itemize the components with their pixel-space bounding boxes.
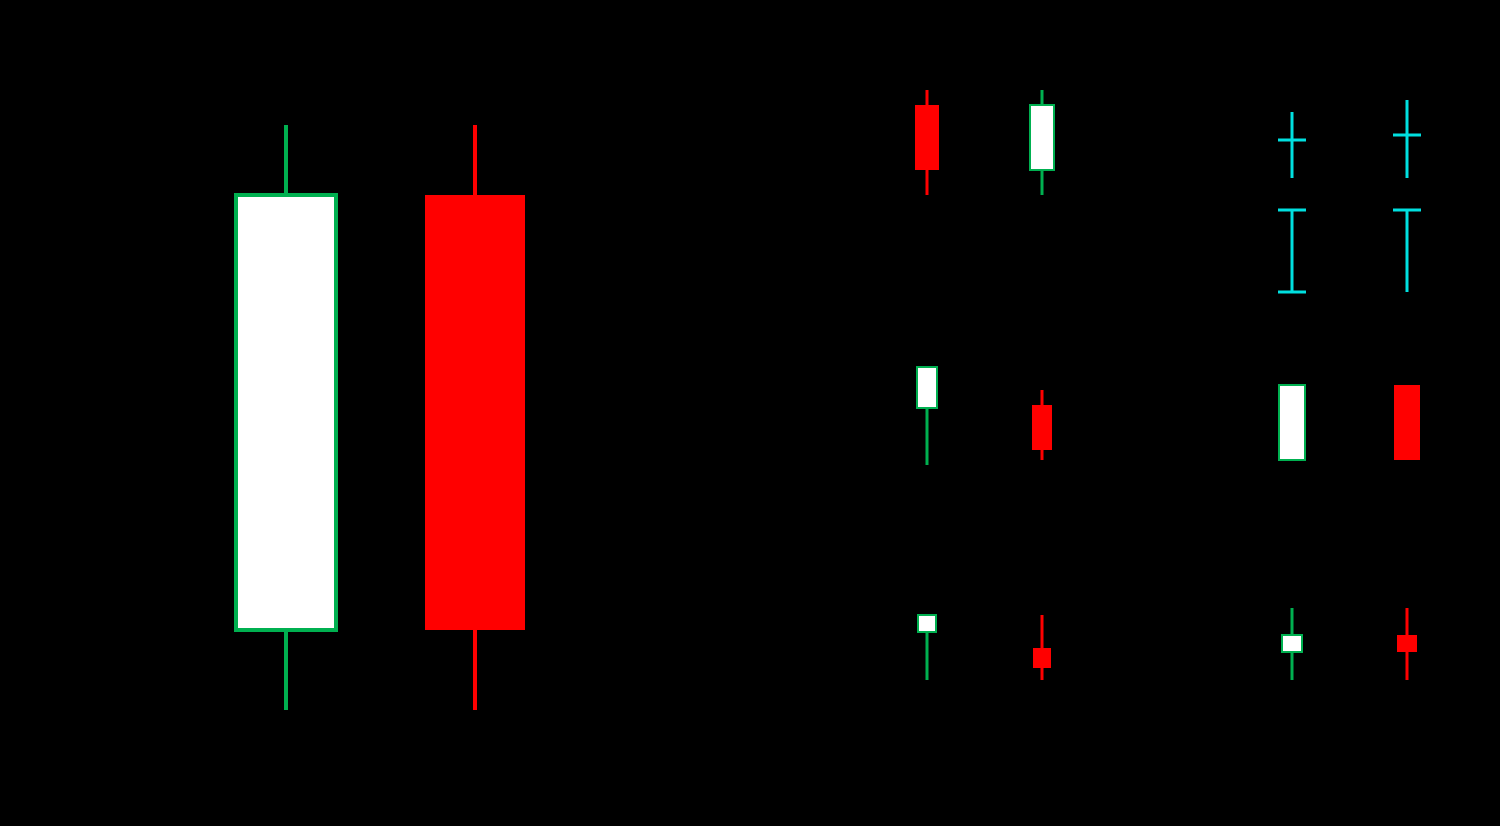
candle-body <box>1282 635 1302 652</box>
candle-large-bull <box>236 125 336 710</box>
candlestick-diagram <box>0 0 1500 826</box>
candle-row3-bear <box>1033 615 1051 680</box>
candle-marubozu-bull <box>1279 385 1305 460</box>
candle-spinning-bear <box>1397 608 1417 680</box>
candle-body <box>1397 635 1417 652</box>
candle-body <box>1279 385 1305 460</box>
candle-row1-bear <box>915 90 939 195</box>
doji-doji-plus-right <box>1393 100 1421 178</box>
candle-body <box>917 367 937 408</box>
candle-row2-bear <box>1032 390 1052 460</box>
candle-row3-bull <box>918 615 936 680</box>
candle-row2-bull <box>917 367 937 465</box>
candle-marubozu-bear <box>1394 385 1420 460</box>
candle-body <box>236 195 336 630</box>
candle-body <box>1032 405 1052 450</box>
candle-body <box>918 615 936 632</box>
diagram-svg <box>0 0 1500 826</box>
candle-body <box>1030 105 1054 170</box>
candle-row1-bull <box>1030 90 1054 195</box>
candle-body <box>1033 648 1051 668</box>
candle-spinning-bull <box>1282 608 1302 680</box>
candle-large-bear <box>425 125 525 710</box>
doji-doji-plus-left <box>1278 112 1306 178</box>
doji-doji-i-left <box>1278 210 1306 292</box>
candle-body <box>425 195 525 630</box>
doji-doji-t-right <box>1393 210 1421 292</box>
candle-body <box>1394 385 1420 460</box>
candle-body <box>915 105 939 170</box>
